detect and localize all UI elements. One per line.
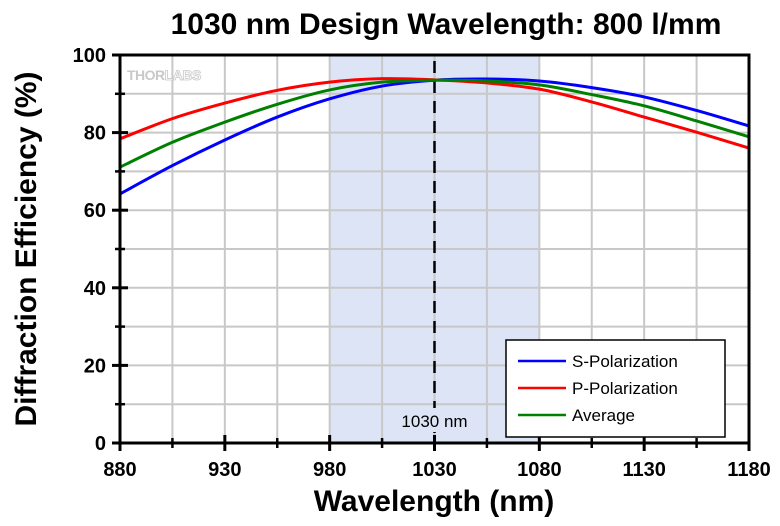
y-tick-label: 40 [84, 278, 106, 300]
legend-label-p-polarization: P-Polarization [572, 379, 678, 398]
x-tick-label: 1080 [517, 459, 562, 481]
x-axis-title: Wavelength (nm) [314, 485, 555, 518]
reference-line-label: 1030 nm [401, 412, 467, 431]
watermark-labs: LABS [165, 67, 201, 83]
series-line-average [119, 78, 750, 169]
legend-label-s-polarization: S-Polarization [572, 352, 678, 371]
x-tick-label: 1030 [412, 459, 457, 481]
chart-title: 1030 nm Design Wavelength: 800 l/mm [171, 8, 722, 41]
x-tick-label: 1180 [727, 459, 770, 481]
x-tick-label: 1130 [622, 459, 665, 481]
legend: S-Polarization P-Polarization Average [505, 339, 726, 438]
y-tick-label: 60 [84, 200, 106, 222]
series-lines [119, 77, 750, 196]
watermark-thor: THOR [127, 67, 165, 83]
y-tick-label: 0 [95, 433, 106, 455]
svg-text:THORLABS: THORLABS [127, 67, 201, 83]
y-tick-label: 20 [84, 355, 106, 377]
reference-label-background [390, 408, 479, 432]
tick-labels: 880 930 980 1030 1080 1130 1180 0 20 40 60 80 100 [73, 45, 771, 481]
reference-line-group: 1030 nm [390, 61, 479, 443]
legend-label-average: Average [572, 406, 635, 425]
x-tick-label: 930 [208, 459, 241, 481]
y-axis-title: Diffraction Efficiency (%) [10, 71, 43, 426]
x-tick-label: 880 [103, 459, 136, 481]
y-tick-label: 80 [84, 123, 106, 145]
x-tick-label: 980 [313, 459, 346, 481]
thorlabs-watermark: THORLABS [127, 67, 202, 84]
y-tick-label: 100 [73, 45, 106, 67]
